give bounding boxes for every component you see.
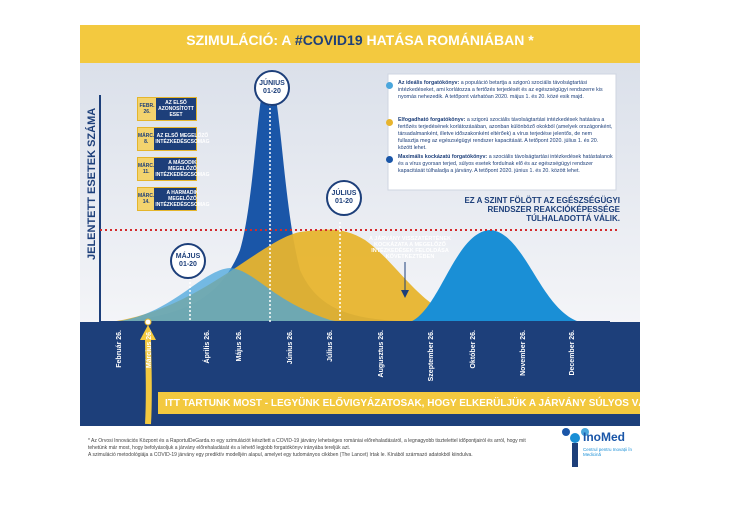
month-label: Augusztus 26. <box>378 330 385 378</box>
legend-text: a szociális távolságtartási intézkedések… <box>398 154 613 174</box>
banner: ITT TARTUNK MOST - LEGYÜNK ELŐVIGYÁZATOS… <box>165 398 699 409</box>
month-label: Július 26. <box>327 330 334 362</box>
peak-badge: JÚNIUS 01-20 <box>254 70 290 106</box>
peak-month: JÚNIUS <box>259 80 285 88</box>
month-label: Június 26. <box>287 330 294 365</box>
legend-item: Az ideális forgatókönyv: a populáció bet… <box>386 80 613 101</box>
title-end: HATÁSA ROMÁNIÁBAN * <box>366 32 534 48</box>
peak-days: 01-20 <box>179 261 197 268</box>
footnote: A szimuláció metodológiája a COVID-19 já… <box>88 451 473 458</box>
event-box: FEBR. 26. AZ ELSŐ AZONOSÍTOTT ESET <box>137 97 197 121</box>
y-axis-label: JELENTETT ESETEK SZÁMA <box>86 107 98 260</box>
logo-name: InoMed <box>583 430 625 444</box>
legend-name: Elfogadható forgatókönyv: <box>398 117 466 123</box>
title: SZIMULÁCIÓ: A #COVID19 HATÁSA ROMÁNIÁBAN… <box>80 32 640 48</box>
month-label: Április 26. <box>204 330 211 364</box>
month-label: Október 26. <box>470 330 477 369</box>
event-date: MÁRC. 14. <box>138 188 155 210</box>
peak-days: 01-20 <box>263 88 281 95</box>
event-text: AZ ELSŐ MEGELŐZŐ INTÉZKEDÉSCSOMAG <box>155 133 210 145</box>
event-box: MÁRC. 8. AZ ELSŐ MEGELŐZŐ INTÉZKEDÉSCSOMA… <box>137 127 210 151</box>
footnotes: * Az Orvosi Innovációs Központ és a Rapo… <box>88 438 533 458</box>
peak-days: 01-20 <box>335 198 353 205</box>
title-highlight: #COVID19 <box>294 32 363 48</box>
legend-text: a szigorú szociális távolságtartási inté… <box>398 117 613 151</box>
event-box: MÁRC. 11. A MÁSODIK MEGELŐZŐ INTÉZKEDÉSCS… <box>137 157 210 181</box>
legend-dot <box>386 82 393 89</box>
peak-month: MÁJUS <box>175 253 201 261</box>
event-date: MÁRC. 8. <box>138 128 155 150</box>
threshold-note: EZ A SZINT FÖLÖTT AZ EGÉSZSÉGÜGYI RENDSZ… <box>464 196 620 223</box>
legend-dot <box>386 119 393 126</box>
legend-item: Maximális kockázatú forgatókönyv: a szoc… <box>386 154 613 175</box>
month-label: December 26. <box>569 330 576 376</box>
month-label: Február 26. <box>116 330 123 368</box>
month-label: Május 26. <box>236 330 243 362</box>
event-text: A HARMADIK MEGELŐZŐ INTÉZKEDÉSCSOMAG <box>155 190 210 208</box>
legend-name: Maximális kockázatú forgatókönyv: <box>398 154 488 160</box>
month-label: November 26. <box>520 330 527 376</box>
legend-item: Elfogadható forgatókönyv: a szigorú szoc… <box>386 117 613 151</box>
title-start: SZIMULÁCIÓ: A <box>186 32 292 48</box>
month-label: Szeptember 26. <box>428 330 435 382</box>
logo-tagline: Centrul pentru Inovații în Medicină <box>583 447 633 457</box>
event-text: A MÁSODIK MEGELŐZŐ INTÉZKEDÉSCSOMAG <box>155 160 210 178</box>
month-label: Március 26. <box>146 330 153 369</box>
event-text: AZ ELSŐ AZONOSÍTOTT ESET <box>158 100 194 118</box>
legend-text: a populáció betartja a szigorú szociális… <box>398 80 603 100</box>
second-wave-note: A JÁRVÁNY VISSZATÉRTÉNEK KOCKÁZATA A MEG… <box>368 236 451 260</box>
event-box: MÁRC. 14. A HARMADIK MEGELŐZŐ INTÉZKEDÉSC… <box>137 187 210 211</box>
legend-dot <box>386 156 393 163</box>
peak-badge: MÁJUS 01-20 <box>170 243 206 279</box>
legend-name: Az ideális forgatókönyv: <box>398 80 460 86</box>
event-date: FEBR. 26. <box>138 98 156 120</box>
footnote: * Az Orvosi Innovációs Központ és a Rapo… <box>88 438 526 451</box>
event-date: MÁRC. 11. <box>138 158 155 180</box>
peak-badge: JÚLIUS 01-20 <box>326 180 362 216</box>
peak-month: JÚLIUS <box>331 190 357 198</box>
